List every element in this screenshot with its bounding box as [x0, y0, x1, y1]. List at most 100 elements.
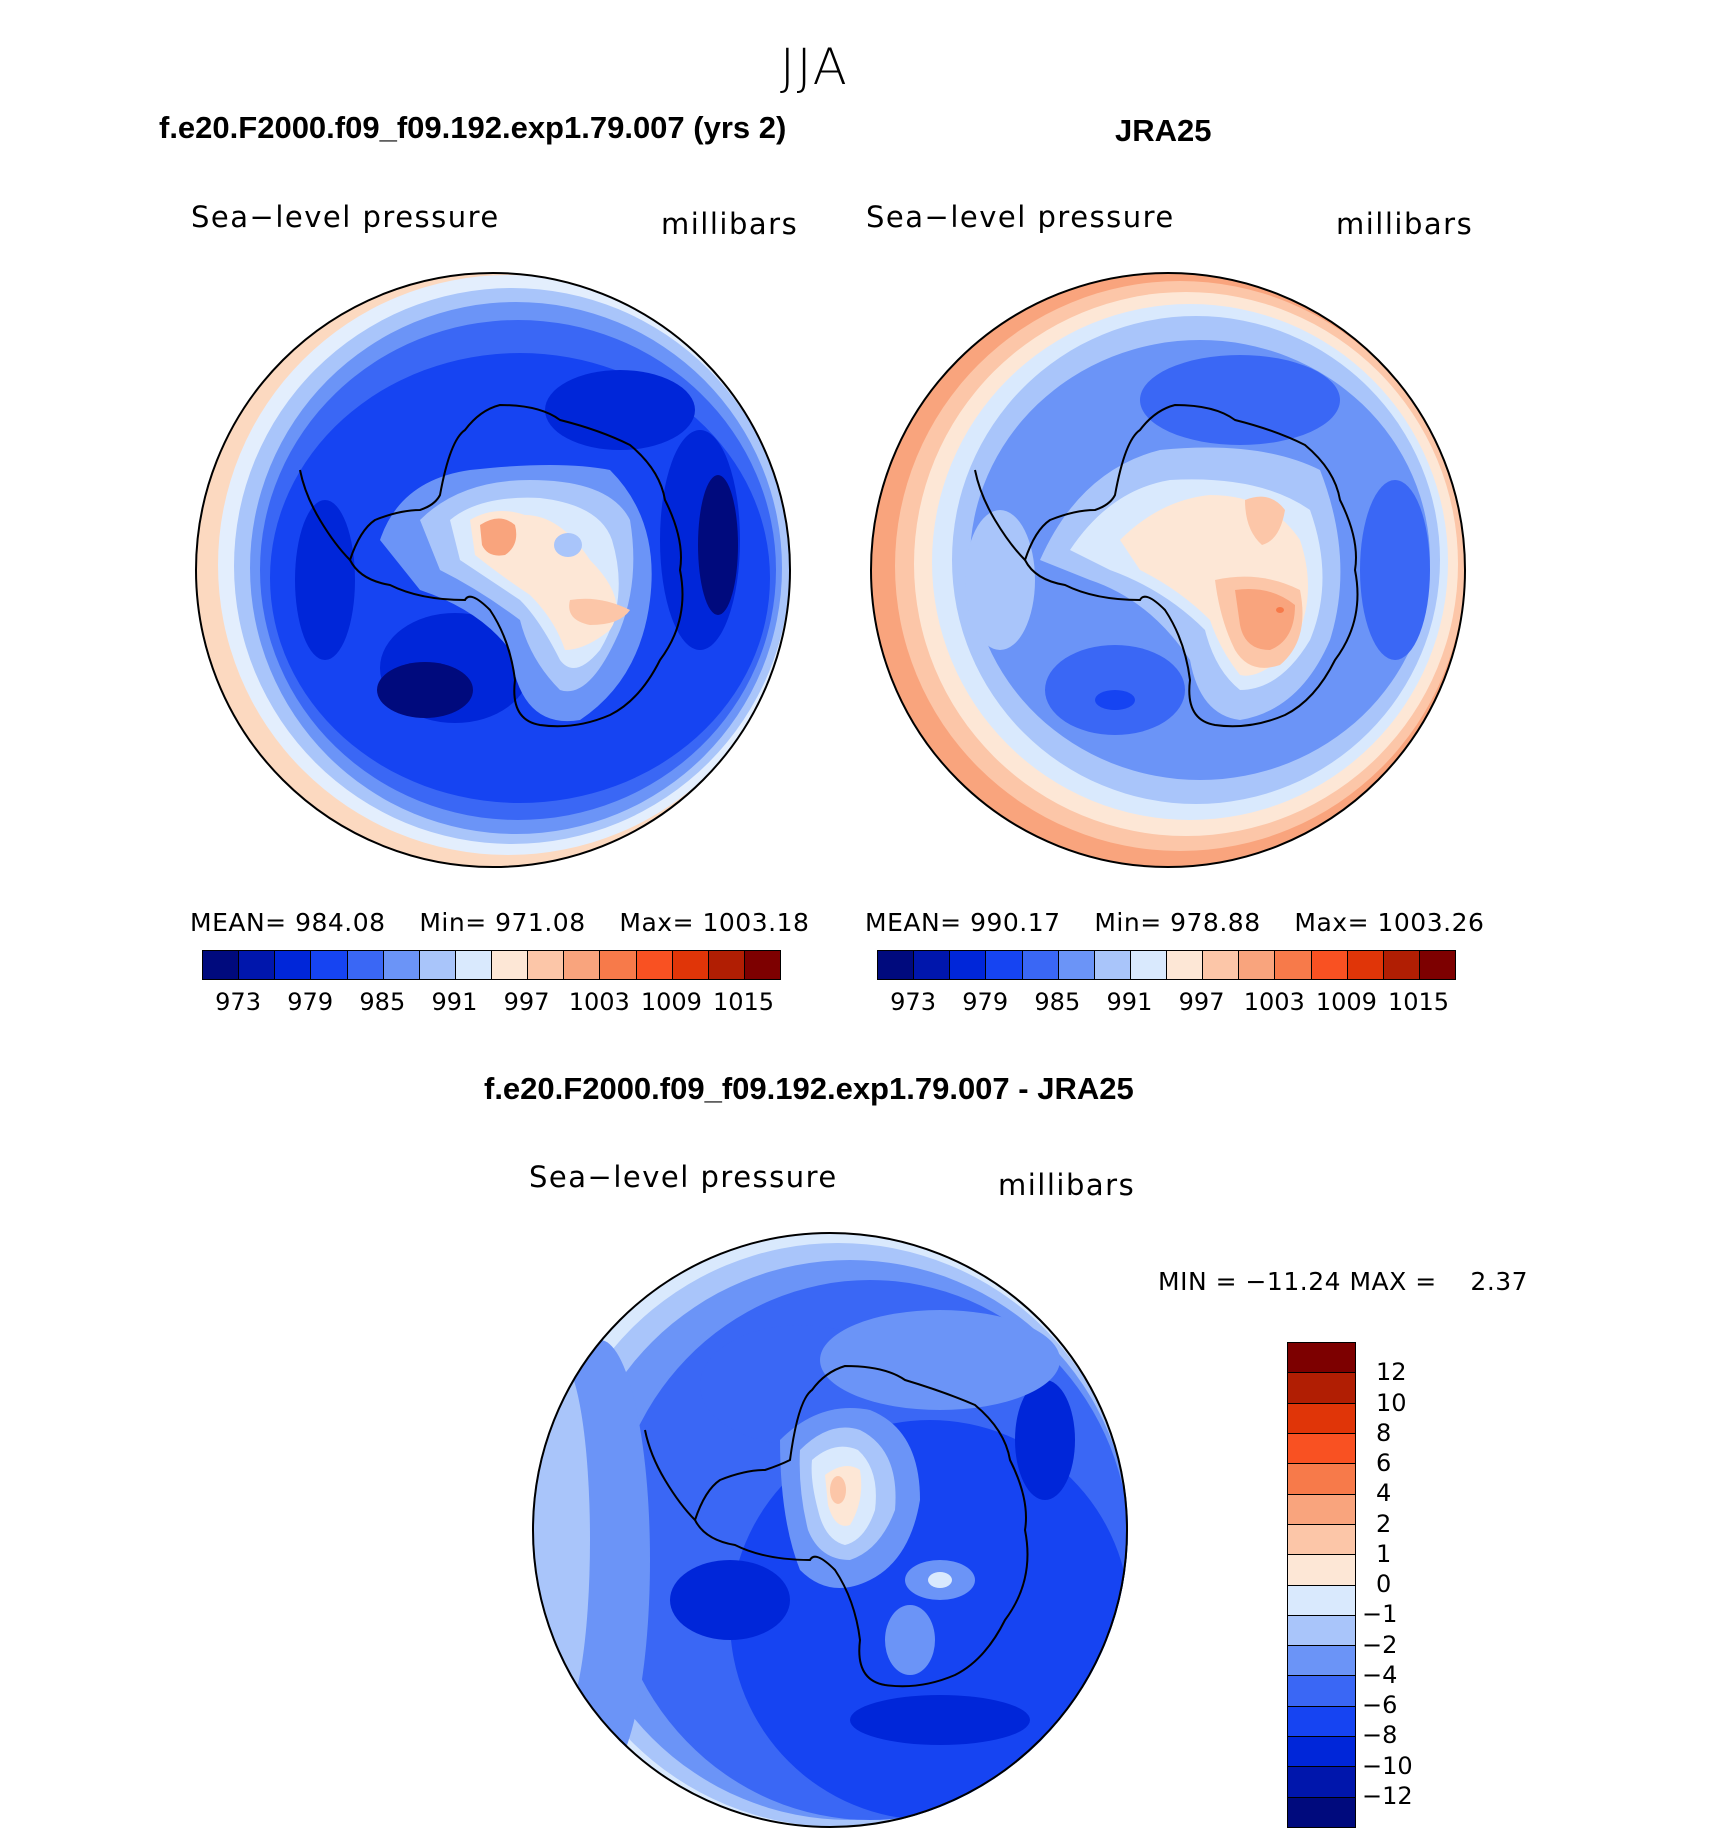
panel2-min-label: Min=: [1094, 908, 1162, 937]
panel2-colorbar-ticks: 973 979 985 991 997 1003 1009 1015: [877, 988, 1454, 1018]
colorbar-swatch: [1094, 951, 1131, 979]
panel3-variable-label: Sea−level pressure: [529, 1160, 838, 1194]
panel1-units-label: millibars: [661, 207, 799, 241]
colorbar-tick-label: 973: [215, 988, 261, 1016]
colorbar-swatch: [1203, 951, 1240, 979]
panel2-colorbar: [877, 950, 1456, 980]
colorbar-swatch: [419, 951, 456, 979]
panel1-max-value: 1003.18: [702, 908, 810, 937]
colorbar-swatch: [1058, 951, 1095, 979]
colorbar-swatch: [1288, 1343, 1355, 1374]
panel1-colorbar-ticks: 973 979 985 991 997 1003 1009 1015: [202, 988, 779, 1018]
panel2-variable-label: Sea−level pressure: [866, 200, 1175, 234]
colorbar-swatch: [275, 951, 312, 979]
colorbar-tick-label: −4: [1362, 1660, 1398, 1689]
panel1-mean-label: MEAN=: [190, 908, 287, 937]
colorbar-tick-label: 997: [503, 988, 550, 1016]
panel2-max-label: Max=: [1294, 908, 1370, 937]
panel1-contour-fill: [196, 273, 790, 867]
panel3-coastline: [693, 1364, 1029, 1688]
colorbar-swatch: [1288, 1706, 1355, 1738]
colorbar-swatch: [1288, 1524, 1355, 1556]
colorbar-swatch: [744, 951, 780, 979]
colorbar-swatch: [672, 951, 709, 979]
panel2-min-value: 978.88: [1170, 908, 1261, 937]
panel3-title: f.e20.F2000.f09_f09.192.exp1.79.007 - JR…: [484, 1071, 1134, 1106]
colorbar-swatch: [600, 951, 637, 979]
diff-colorbar-ticks: 12 10 8 6 4 2 1 0 −1 −2 −4 −6 −8 −10 −12: [1362, 1342, 1442, 1826]
colorbar-swatch: [1383, 951, 1420, 979]
colorbar-swatch: [1288, 1403, 1355, 1434]
colorbar-swatch: [1288, 1615, 1355, 1647]
colorbar-tick-label: 8: [1376, 1418, 1392, 1447]
colorbar-tick-label: 1003: [568, 988, 630, 1016]
colorbar-tick-label: −10: [1362, 1751, 1413, 1780]
colorbar-swatch: [1130, 951, 1167, 979]
colorbar-swatch: [347, 951, 384, 979]
colorbar-swatch: [1288, 1464, 1355, 1495]
panel2-mean-value: 990.17: [970, 908, 1061, 937]
colorbar-swatch: [383, 951, 420, 979]
colorbar-tick-label: 973: [890, 988, 936, 1016]
colorbar-tick-label: −12: [1362, 1781, 1413, 1810]
panel2-max-value: 1003.26: [1377, 908, 1485, 937]
colorbar-swatch: [1275, 951, 1312, 979]
colorbar-swatch: [1288, 1737, 1355, 1768]
colorbar-tick-label: 997: [1178, 988, 1225, 1016]
panel1-colorbar: [202, 950, 781, 980]
colorbar-swatch: [203, 951, 240, 979]
colorbar-swatch: [311, 951, 348, 979]
colorbar-swatch: [1419, 951, 1455, 979]
panel2-stats: MEAN= 990.17 Min= 978.88 Max= 1003.26: [865, 908, 1484, 937]
colorbar-swatch: [239, 951, 276, 979]
colorbar-tick-label: −2: [1362, 1630, 1398, 1659]
colorbar-tick-label: 979: [962, 988, 1009, 1016]
colorbar-tick-label: 991: [431, 988, 478, 1016]
colorbar-swatch: [914, 951, 951, 979]
colorbar-tick-label: 1: [1376, 1539, 1392, 1568]
colorbar-swatch: [564, 951, 601, 979]
colorbar-tick-label: 1015: [1387, 988, 1450, 1016]
colorbar-swatch: [1239, 951, 1276, 979]
colorbar-tick-label: −8: [1362, 1721, 1398, 1750]
panel3-contour-fill: [532, 1232, 1128, 1828]
colorbar-swatch: [492, 951, 529, 979]
colorbar-tick-label: 1003: [1243, 988, 1305, 1016]
colorbar-swatch: [1288, 1767, 1355, 1798]
super-title: JJA: [780, 38, 849, 96]
colorbar-tick-label: 12: [1376, 1358, 1407, 1387]
panel1-title: f.e20.F2000.f09_f09.192.exp1.79.007 (yrs…: [159, 110, 787, 145]
colorbar-tick-label: 6: [1376, 1449, 1392, 1477]
panel1-mean-value: 984.08: [295, 908, 386, 937]
panel2-coastline: [1023, 403, 1359, 728]
colorbar-swatch: [455, 951, 492, 979]
colorbar-swatch: [1167, 951, 1204, 979]
colorbar-tick-label: 985: [1034, 988, 1081, 1016]
colorbar-tick-label: 0: [1376, 1570, 1392, 1598]
colorbar-tick-label: 1009: [640, 988, 702, 1016]
panel2-mean-label: MEAN=: [865, 908, 962, 937]
panel2-title: JRA25: [1115, 113, 1212, 148]
panel1-min-value: 971.08: [495, 908, 586, 937]
colorbar-swatch: [1288, 1494, 1355, 1525]
colorbar-swatch: [1311, 951, 1348, 979]
panel1-variable-label: Sea−level pressure: [191, 200, 500, 234]
panel1-min-label: Min=: [419, 908, 487, 937]
colorbar-swatch: [636, 951, 673, 979]
colorbar-swatch: [1288, 1676, 1355, 1707]
colorbar-tick-label: 1009: [1315, 988, 1377, 1016]
colorbar-tick-label: 991: [1106, 988, 1153, 1016]
panel2-contour-fill: [871, 273, 1465, 867]
colorbar-swatch: [1288, 1555, 1355, 1586]
colorbar-swatch: [708, 951, 745, 979]
colorbar-swatch: [1288, 1373, 1355, 1404]
panel3-units-label: millibars: [998, 1168, 1136, 1202]
colorbar-tick-label: −6: [1362, 1691, 1398, 1719]
colorbar-swatch: [528, 951, 565, 979]
colorbar-tick-label: −1: [1362, 1600, 1398, 1629]
colorbar-swatch: [1288, 1797, 1355, 1827]
colorbar-swatch: [1022, 951, 1059, 979]
colorbar-swatch: [878, 951, 915, 979]
colorbar-tick-label: 2: [1376, 1509, 1392, 1538]
colorbar-tick-label: 10: [1376, 1388, 1407, 1417]
